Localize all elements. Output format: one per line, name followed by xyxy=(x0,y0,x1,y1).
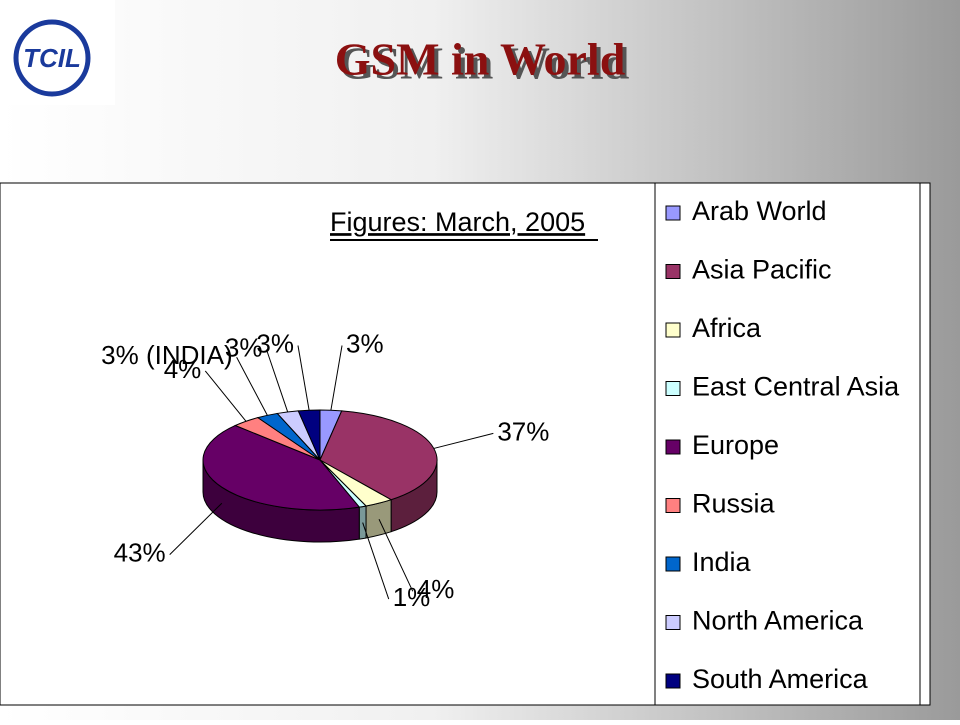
legend-label: Africa xyxy=(692,313,762,343)
legend-label: India xyxy=(692,547,752,577)
leader-line xyxy=(330,345,343,411)
legend-label: Arab World xyxy=(692,196,827,226)
leader-line xyxy=(362,522,390,600)
legend-label: East Central Asia xyxy=(692,372,900,402)
data-label: 4% xyxy=(164,354,202,384)
data-label: 1% xyxy=(393,582,431,612)
leader-line xyxy=(433,432,494,449)
legend-swatch xyxy=(665,264,681,279)
data-label: 3% xyxy=(256,328,294,358)
slice xyxy=(202,424,361,511)
legend-label: Asia Pacific xyxy=(692,255,832,285)
data-label: 3% (INDIA) xyxy=(101,340,232,370)
legend-swatch xyxy=(665,381,681,396)
subtitle: Figures: March, 2005 xyxy=(330,207,585,237)
leader-line xyxy=(266,349,289,413)
leader-line xyxy=(236,357,268,416)
logo-text: TCIL xyxy=(23,43,81,73)
pie: 3%37%4%1%43%4%3% (INDIA)3%3% xyxy=(101,328,549,612)
title-shadow: GSM in World xyxy=(339,38,630,89)
legend-items: Arab World Asia Pacific Africa East Central… xyxy=(665,196,900,694)
title: GSM in World xyxy=(335,34,626,85)
leader-line xyxy=(204,370,247,422)
slice-side xyxy=(358,505,367,540)
data-label: 37% xyxy=(497,416,549,446)
leader-line xyxy=(378,518,414,592)
legend-label: Russia xyxy=(692,489,776,519)
legend-swatch xyxy=(665,205,681,221)
legend-label: South America xyxy=(692,664,869,694)
legend xyxy=(654,182,921,706)
data-label: 3% xyxy=(225,332,263,362)
data-label: 3% xyxy=(346,328,384,358)
legend-label: North America xyxy=(692,606,864,636)
data-label: 4% xyxy=(417,574,455,604)
legend-swatch xyxy=(665,673,681,689)
legend-swatch xyxy=(665,439,681,455)
legend-swatch xyxy=(665,615,681,630)
data-label: 43% xyxy=(114,537,166,567)
leader-line xyxy=(169,502,223,555)
legend-label: Europe xyxy=(692,430,779,460)
legend-swatch xyxy=(665,322,681,338)
legend-swatch xyxy=(665,556,681,572)
leader-line xyxy=(297,345,310,411)
legend-swatch xyxy=(665,498,681,513)
logo: TCIL xyxy=(0,0,115,105)
